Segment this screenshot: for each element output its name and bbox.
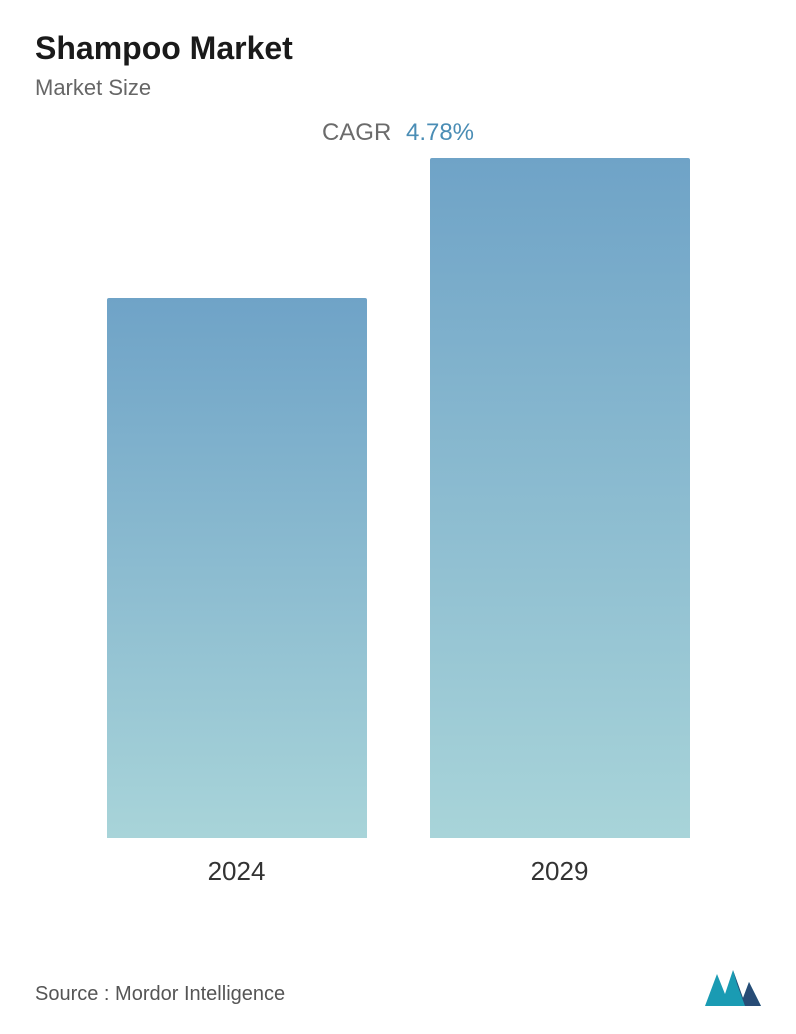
source-text: Source : Mordor Intelligence bbox=[35, 983, 285, 1006]
cagr-value: 4.78% bbox=[406, 119, 474, 146]
bar-group-1: 2029 bbox=[430, 158, 690, 887]
bar-0 bbox=[107, 298, 367, 838]
mordor-logo-icon bbox=[705, 966, 761, 1006]
footer: Source : Mordor Intelligence bbox=[35, 966, 761, 1006]
bar-label-0: 2024 bbox=[208, 856, 266, 887]
bar-label-1: 2029 bbox=[531, 856, 589, 887]
bar-group-0: 2024 bbox=[107, 298, 367, 887]
chart-title: Shampoo Market bbox=[35, 30, 761, 67]
chart-subtitle: Market Size bbox=[35, 75, 761, 101]
bar-1 bbox=[430, 158, 690, 838]
cagr-label: CAGR bbox=[322, 119, 391, 146]
cagr-row: CAGR 4.78% bbox=[35, 119, 761, 147]
chart-area: 2024 2029 bbox=[35, 167, 761, 887]
